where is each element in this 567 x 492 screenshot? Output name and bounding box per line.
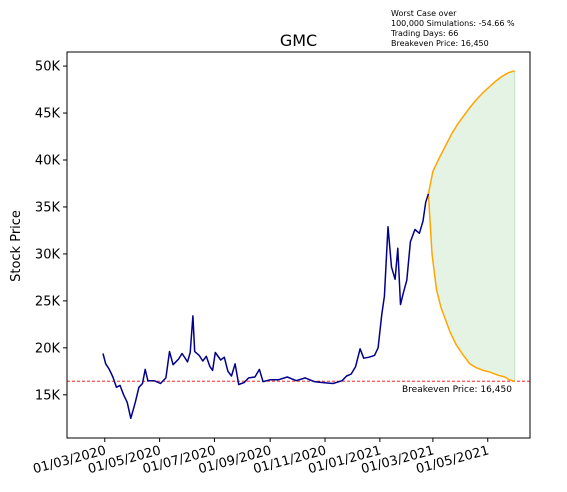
y-tick-label: 50K: [35, 60, 61, 75]
chart-title: GMC: [280, 31, 317, 50]
plot-content: [67, 70, 530, 420]
y-tick-label: 15K: [35, 388, 61, 403]
y-axis-label: Stock Price: [9, 210, 24, 282]
historical-price-line: [102, 193, 430, 420]
y-axis-ticks: 15K 20K 25K 30K 35K 40K 45K 50K: [35, 60, 67, 403]
best-case-line: [427, 70, 515, 194]
y-tick-label: 40K: [35, 154, 61, 169]
y-tick-label: 45K: [35, 107, 61, 122]
y-tick-label: 35K: [35, 200, 61, 215]
simulation-band: [428, 70, 515, 382]
annotation-line-3: Trading Days: 66: [391, 29, 459, 38]
annotation-line-2: 100,000 Simulations: -54.66 %: [391, 19, 515, 28]
plot-frame: [66, 51, 531, 439]
y-tick-label: 25K: [35, 294, 61, 309]
x-axis-ticks: 01/03/202001/05/202001/07/202001/09/2020…: [32, 438, 491, 477]
annotation-line-4: Breakeven Price: 16,450: [391, 39, 489, 48]
worst-case-line: [427, 193, 515, 382]
annotation-line-1: Worst Case over: [391, 9, 457, 18]
simulation-annotation: Worst Case over 100,000 Simulations: -54…: [391, 9, 515, 49]
y-tick-label: 30K: [35, 247, 61, 262]
y-tick-label: 20K: [35, 341, 61, 356]
breakeven-label: Breakeven Price: 16,450: [402, 385, 512, 395]
